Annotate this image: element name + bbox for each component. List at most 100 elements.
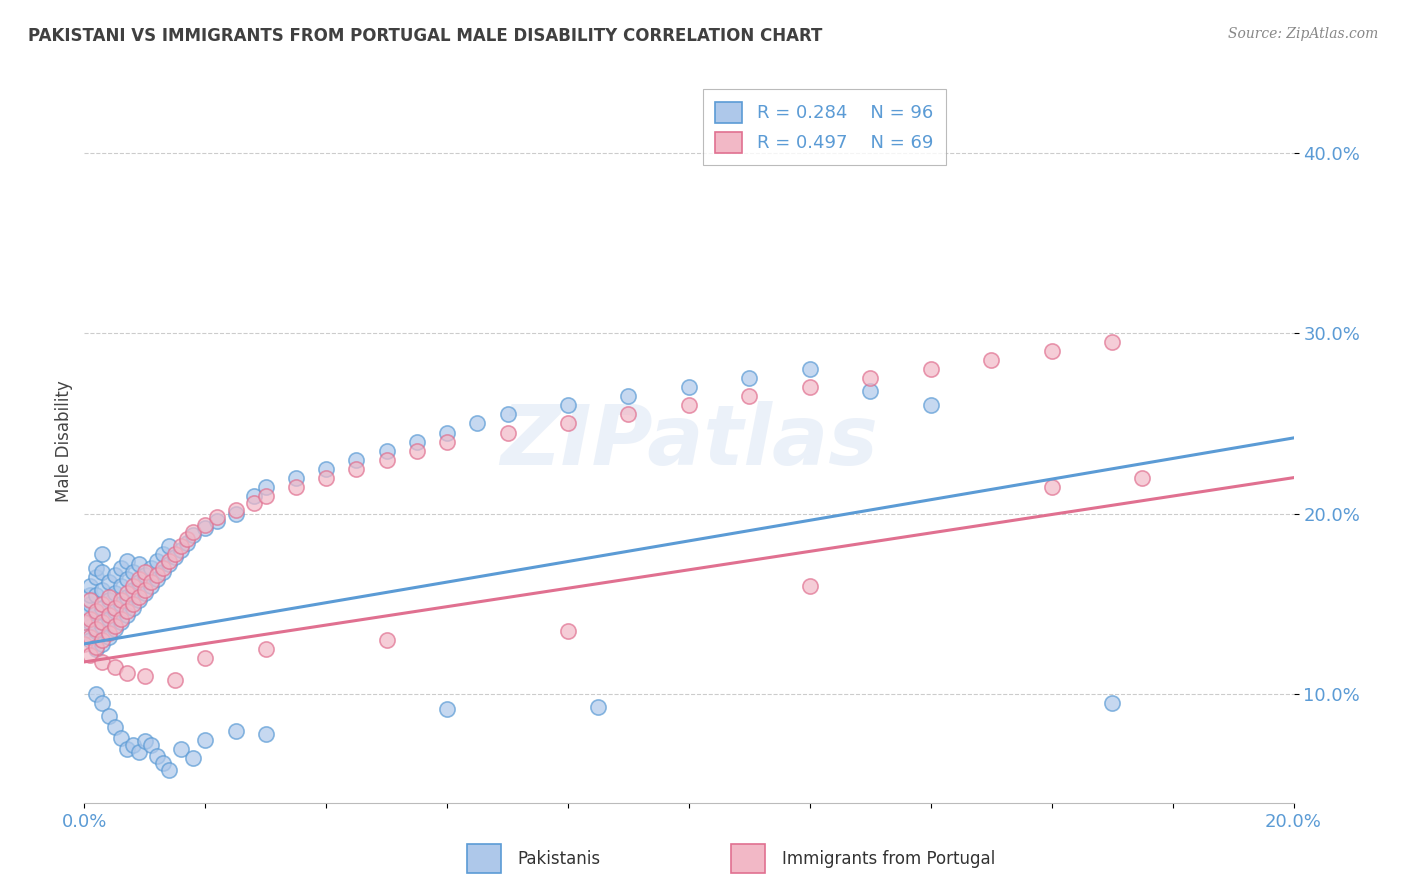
Point	[920, 398, 942, 412]
Point	[97, 590, 120, 604]
Point	[121, 579, 143, 593]
Point	[91, 655, 114, 669]
Point	[91, 597, 114, 611]
Point	[86, 640, 108, 655]
Point	[134, 586, 156, 600]
Point	[91, 697, 114, 711]
Point	[170, 741, 193, 756]
Point	[617, 408, 640, 422]
Point	[134, 734, 156, 748]
Point	[467, 417, 489, 431]
Point	[254, 642, 277, 657]
Point	[678, 380, 700, 394]
Point	[79, 633, 101, 648]
Point	[799, 579, 821, 593]
Point	[73, 615, 96, 630]
Point	[225, 723, 247, 738]
Legend: R = 0.284    N = 96, R = 0.497    N = 69: R = 0.284 N = 96, R = 0.497 N = 69	[703, 89, 946, 165]
Point	[170, 539, 193, 553]
Point	[104, 619, 127, 633]
Point	[91, 600, 114, 615]
Point	[104, 660, 127, 674]
Point	[254, 727, 277, 741]
Point	[165, 547, 187, 561]
Point	[110, 597, 132, 611]
Point	[115, 665, 138, 680]
Point	[194, 651, 217, 665]
Point	[181, 528, 204, 542]
Point	[799, 380, 821, 394]
Point	[375, 452, 398, 467]
Point	[375, 443, 398, 458]
Point	[97, 611, 120, 625]
Point	[86, 642, 108, 657]
Point	[79, 648, 101, 662]
Point	[104, 586, 127, 600]
Point	[115, 554, 138, 568]
Point	[86, 624, 108, 639]
Point	[152, 756, 174, 770]
Point	[146, 572, 169, 586]
Point	[110, 615, 132, 630]
Point	[225, 503, 247, 517]
Text: ZIPatlas: ZIPatlas	[501, 401, 877, 482]
Point	[194, 517, 217, 532]
Point	[207, 514, 229, 528]
Text: Immigrants from Portugal: Immigrants from Portugal	[782, 849, 995, 868]
Point	[859, 384, 882, 398]
Point	[79, 588, 101, 602]
Point	[86, 604, 108, 618]
Point	[97, 626, 120, 640]
Point	[86, 606, 108, 620]
Text: PAKISTANI VS IMMIGRANTS FROM PORTUGAL MALE DISABILITY CORRELATION CHART: PAKISTANI VS IMMIGRANTS FROM PORTUGAL MA…	[28, 27, 823, 45]
Point	[86, 570, 108, 584]
Point	[375, 633, 398, 648]
Point	[128, 558, 150, 572]
Point	[115, 741, 138, 756]
Point	[181, 524, 204, 539]
Point	[194, 732, 217, 747]
Point	[104, 568, 127, 582]
Point	[110, 731, 132, 745]
Point	[165, 550, 187, 565]
Point	[254, 480, 277, 494]
Point	[134, 568, 156, 582]
Point	[104, 623, 127, 637]
Point	[678, 398, 700, 412]
Point	[176, 532, 198, 546]
Point	[157, 554, 180, 568]
Point	[73, 624, 96, 639]
Point	[110, 579, 132, 593]
Point	[91, 633, 114, 648]
Point	[79, 579, 101, 593]
Point	[97, 593, 120, 607]
Point	[97, 607, 120, 622]
Point	[920, 362, 942, 376]
Point	[406, 434, 429, 449]
Point	[97, 709, 120, 723]
Point	[346, 461, 368, 475]
Point	[110, 593, 132, 607]
Point	[165, 673, 187, 687]
Point	[588, 700, 610, 714]
Point	[1101, 335, 1123, 350]
FancyBboxPatch shape	[467, 844, 501, 873]
Point	[176, 535, 198, 549]
Point	[152, 561, 174, 575]
Point	[79, 630, 101, 644]
Point	[79, 611, 101, 625]
Point	[134, 669, 156, 683]
Point	[146, 748, 169, 763]
Point	[146, 568, 169, 582]
Point	[139, 738, 162, 752]
Point	[110, 561, 132, 575]
Point	[980, 353, 1002, 368]
Point	[79, 597, 101, 611]
Point	[496, 408, 519, 422]
Point	[496, 425, 519, 440]
Point	[285, 480, 308, 494]
Point	[128, 575, 150, 590]
Point	[79, 593, 101, 607]
Point	[91, 582, 114, 597]
Point	[1040, 344, 1063, 359]
